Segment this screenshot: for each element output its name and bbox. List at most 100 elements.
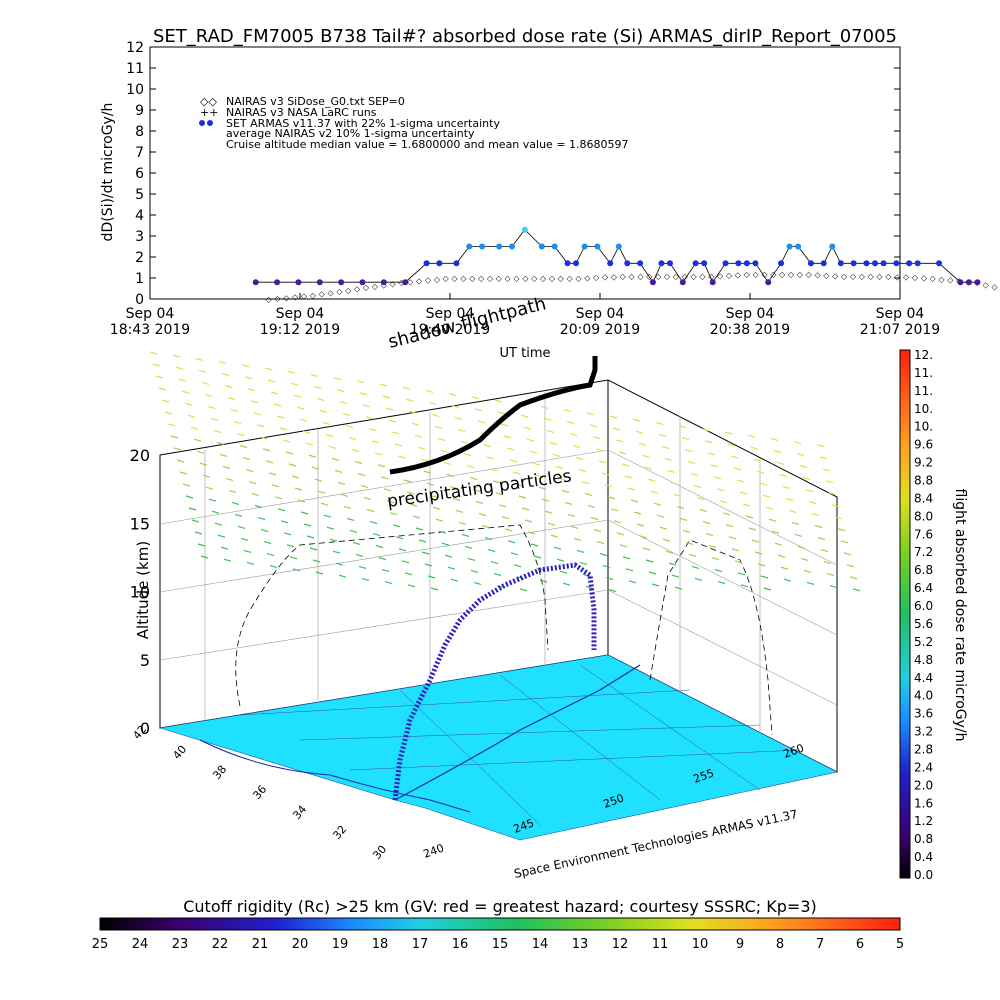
precip-mark	[426, 482, 435, 486]
lat-tick-label: 40	[170, 743, 189, 762]
precip-mark	[783, 578, 792, 582]
precip-mark	[253, 412, 262, 416]
colorbar-right-tick: 2.4	[914, 760, 933, 774]
colorbar-bottom-tick: 6	[856, 937, 864, 952]
armas-point	[649, 279, 656, 286]
colorbar-bottom-tick: 19	[332, 937, 349, 952]
nairas-point: ◇	[690, 272, 697, 281]
precip-mark	[707, 452, 716, 456]
precip-mark	[696, 497, 705, 501]
precip-mark	[661, 445, 670, 449]
precip-mark	[421, 551, 430, 555]
armas-point	[679, 279, 686, 286]
precip-mark	[714, 569, 723, 573]
colorbar-right-tick: 6.4	[914, 581, 933, 595]
precip-mark	[742, 503, 751, 507]
precip-mark	[699, 509, 708, 513]
precip-mark	[593, 529, 602, 533]
precip-mark	[806, 581, 815, 585]
armas-point	[709, 279, 716, 286]
precip-mark	[236, 433, 245, 437]
nairas-point: ◇	[336, 287, 343, 296]
armas-point	[402, 279, 409, 286]
nairas-point: ◇	[611, 272, 618, 281]
precip-mark	[745, 515, 754, 519]
precip-mark	[237, 525, 246, 529]
xtick-date: Sep 04	[726, 306, 775, 322]
precip-mark	[198, 369, 207, 373]
precip-mark	[374, 452, 383, 456]
precip-mark	[155, 375, 164, 379]
precip-mark	[653, 502, 662, 506]
precip-mark	[501, 516, 510, 520]
nairas-point: ◇	[814, 271, 821, 280]
precip-mark	[303, 523, 312, 527]
precip-mark	[763, 587, 772, 591]
precip-mark	[704, 440, 713, 444]
armas-point	[359, 279, 366, 286]
nairas-point: ◇	[682, 272, 689, 281]
precip-mark	[702, 521, 711, 525]
precip-mark	[452, 497, 461, 501]
nairas-point: ◇	[407, 277, 414, 286]
precip-mark	[808, 501, 817, 505]
precip-mark	[449, 485, 458, 489]
precip-mark	[604, 484, 613, 488]
precip-mark	[175, 366, 184, 370]
precip-mark	[645, 559, 654, 563]
armas-point	[316, 279, 323, 286]
precip-mark	[271, 484, 280, 488]
armas-point	[466, 243, 473, 250]
timeseries-legend: NAIRAS v3 SiDose_G0.txt SEP=0 NAIRAS v3 …	[199, 95, 629, 151]
precip-mark	[242, 457, 251, 461]
precip-mark	[638, 442, 647, 446]
ytick-label: 11	[126, 61, 144, 77]
ztick-label: 5	[140, 651, 150, 670]
precip-mark	[308, 454, 317, 458]
precip-mark	[644, 466, 653, 470]
armas-point	[692, 260, 699, 267]
colorbar-bottom-tick: 5	[896, 937, 904, 952]
precip-mark	[311, 466, 320, 470]
ztick-label: 10	[130, 583, 150, 602]
armas-point	[496, 243, 503, 250]
precip-mark	[731, 548, 740, 552]
precip-mark	[788, 509, 797, 513]
precip-mark	[648, 571, 657, 575]
colorbar-bottom-tick: 23	[172, 937, 189, 952]
nairas-point: ◇	[425, 276, 432, 285]
precip-mark	[774, 542, 783, 546]
precip-mark	[283, 532, 292, 536]
precip-mark	[740, 584, 749, 588]
armas-point	[594, 243, 601, 250]
armas-point	[795, 243, 802, 250]
precip-mark	[149, 351, 158, 355]
precip-mark	[610, 508, 619, 512]
precip-mark	[585, 585, 594, 589]
precip-mark	[777, 554, 786, 558]
precip-mark	[197, 543, 206, 547]
series-armas	[252, 226, 981, 286]
nairas-point: ◇	[372, 282, 379, 291]
precip-mark	[567, 513, 576, 517]
precip-mark	[622, 556, 631, 560]
precip-mark	[595, 448, 604, 452]
precip-mark	[630, 499, 639, 503]
precip-mark	[451, 405, 460, 409]
colorbar-bottom-label: Cutoff rigidity (Rc) >25 km (GV: red = g…	[183, 897, 817, 916]
nairas-point: ◇	[788, 270, 795, 279]
precip-mark	[384, 581, 393, 585]
precip-mark	[768, 518, 777, 522]
colorbar-bottom-tick: 10	[692, 937, 709, 952]
precip-mark	[602, 565, 611, 569]
precip-mark	[487, 549, 496, 553]
precip-mark	[409, 503, 418, 507]
precip-mark	[273, 403, 282, 407]
precip-mark	[694, 577, 703, 581]
precip-mark	[427, 575, 436, 579]
colorbar-right-tick: 8.4	[914, 491, 933, 505]
precip-mark	[292, 568, 301, 572]
precip-mark	[440, 449, 449, 453]
precip-mark	[512, 471, 521, 475]
precip-mark	[754, 551, 763, 555]
